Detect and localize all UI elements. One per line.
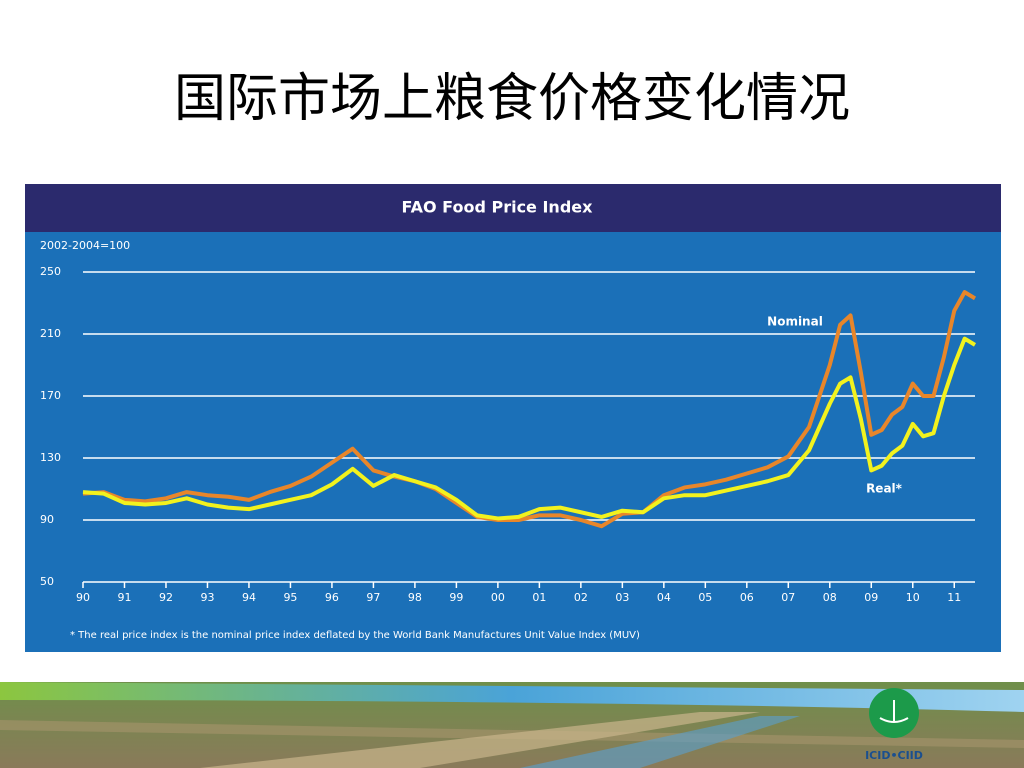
x-tick-label: 01	[532, 591, 546, 604]
x-tick-label: 00	[491, 591, 505, 604]
x-tick-label: 97	[366, 591, 380, 604]
x-tick-label: 99	[449, 591, 463, 604]
x-tick-label: 91	[117, 591, 131, 604]
chart-header	[25, 184, 1001, 232]
x-tick-label: 92	[159, 591, 173, 604]
x-tick-label: 96	[325, 591, 339, 604]
x-tick-label: 94	[242, 591, 256, 604]
chart-subtitle: 2002-2004=100	[40, 239, 130, 252]
chart-footnote: * The real price index is the nominal pr…	[70, 630, 640, 641]
series-label: Nominal	[767, 315, 823, 329]
x-tick-label: 08	[823, 591, 837, 604]
x-tick-label: 10	[906, 591, 920, 604]
logo-text: ICID•CIID	[865, 749, 923, 762]
footer-decoration	[0, 682, 1024, 768]
series-line	[82, 336, 977, 521]
x-tick-label: 05	[698, 591, 712, 604]
chart-title: FAO Food Price Index	[402, 198, 594, 217]
x-tick-label: 98	[408, 591, 422, 604]
x-tick-label: 06	[740, 591, 754, 604]
x-tick-label: 95	[283, 591, 297, 604]
x-tick-label: 02	[574, 591, 588, 604]
y-tick-label: 130	[40, 451, 61, 464]
x-tick-label: 90	[76, 591, 90, 604]
series-label: Real*	[866, 482, 903, 496]
y-tick-label: 210	[40, 327, 61, 340]
x-tick-label: 93	[200, 591, 214, 604]
x-tick-label: 03	[615, 591, 629, 604]
x-tick-label: 07	[781, 591, 795, 604]
y-tick-label: 90	[40, 513, 54, 526]
y-tick-label: 50	[40, 575, 54, 588]
chart-panel	[25, 184, 1001, 652]
slide-title: 国际市场上粮食价格变化情况	[173, 69, 850, 129]
y-tick-label: 250	[40, 265, 61, 278]
x-tick-label: 09	[864, 591, 878, 604]
y-tick-label: 170	[40, 389, 61, 402]
x-tick-label: 04	[657, 591, 671, 604]
x-tick-label: 11	[947, 591, 961, 604]
series-line	[82, 290, 977, 529]
